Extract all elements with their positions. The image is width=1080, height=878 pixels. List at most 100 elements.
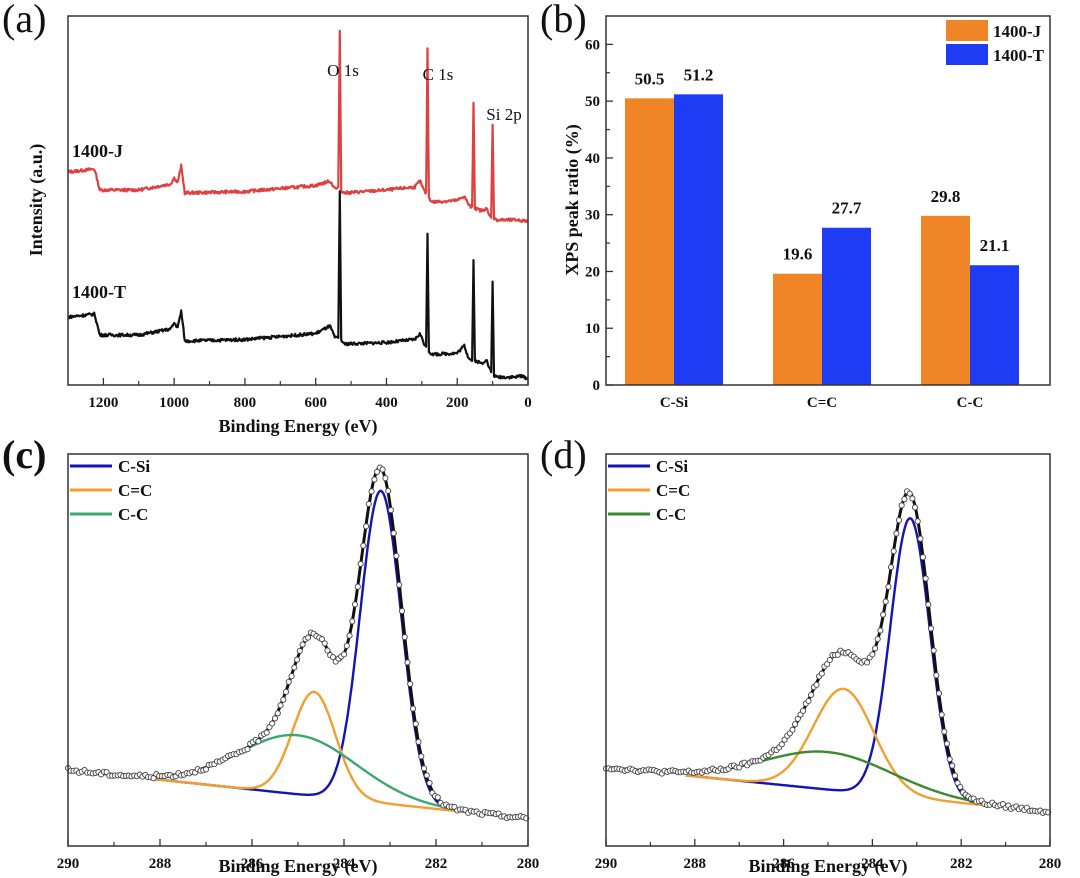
peak-label-o1s: O 1s <box>327 61 359 80</box>
x-tick-label: 280 <box>1039 856 1062 872</box>
x-category-label: C-Si <box>660 395 688 411</box>
x-tick-label: 286 <box>241 856 264 872</box>
panel-a-label: (a) <box>2 0 46 41</box>
x-ticks-c: 290 288 286 284 282 280 <box>57 839 540 872</box>
legend-label-c-c: C-C <box>118 505 148 524</box>
raw-data-point <box>280 696 287 703</box>
bar-1400-t-c-si <box>674 94 723 385</box>
x-tick-label: 282 <box>950 856 973 872</box>
raw-data-point <box>911 504 919 511</box>
x-category-label: C=C <box>807 395 837 411</box>
raw-data-point <box>277 702 284 709</box>
raw-data-point <box>404 659 411 666</box>
raw-data-point <box>285 678 292 685</box>
bar-value-label: 19.6 <box>783 245 813 264</box>
fit-curves-c <box>64 464 530 822</box>
raw-data-point <box>318 636 325 643</box>
raw-data-point <box>864 659 871 666</box>
raw-data-point <box>202 766 210 773</box>
raw-data-point <box>360 542 367 549</box>
legend-b: 1400-J 1400-T <box>946 20 1045 65</box>
raw-data-point <box>882 598 889 605</box>
raw-data-point <box>374 468 381 475</box>
y-ticks-b: 0 10 20 30 40 50 60 <box>585 37 613 394</box>
raw-data-point <box>244 746 251 753</box>
plot-frame-b <box>605 15 1051 386</box>
bar-value-label: 27.7 <box>832 199 862 218</box>
raw-data-point <box>898 502 905 509</box>
raw-data-point <box>346 632 353 639</box>
raw-data-point <box>957 783 964 791</box>
raw-data-point <box>800 707 807 714</box>
raw-data-point <box>874 635 881 643</box>
raw-data-point <box>885 583 892 590</box>
series-line-1400-j <box>67 29 529 224</box>
legend-d: C-Si C=C C-C <box>608 457 690 524</box>
bar-1400-j-c-si <box>625 98 674 386</box>
raw-data-point <box>296 647 303 654</box>
x-tick-label: 288 <box>149 856 172 872</box>
legend-c: C-Si C=C C-C <box>70 457 152 524</box>
y-tick-label: 10 <box>585 321 600 337</box>
raw-data-point <box>390 530 397 537</box>
bar-1400-j-c-c <box>921 215 970 385</box>
y-axis-title-b: XPS peak ratio (%) <box>562 124 583 276</box>
raw-data-point <box>792 721 799 728</box>
x-tick-label: 800 <box>234 395 257 411</box>
raw-data-point <box>909 495 916 502</box>
raw-data-point <box>893 530 900 537</box>
x-tick-label: 286 <box>772 856 795 872</box>
raw-data-point <box>872 645 879 652</box>
raw-data-point <box>407 680 414 688</box>
raw-data-point <box>294 656 301 663</box>
raw-data-point <box>943 740 951 747</box>
raw-data-point <box>423 772 430 779</box>
raw-data-point <box>379 466 386 473</box>
raw-data-point <box>349 618 356 625</box>
raw-data-point <box>401 634 408 641</box>
raw-data-point <box>813 681 820 688</box>
raw-data-point <box>426 779 433 787</box>
raw-data-point <box>305 634 312 641</box>
bar-1400-j-c-c <box>773 273 822 385</box>
x-tick-label: 0 <box>524 395 532 411</box>
raw-data-point <box>396 581 403 588</box>
raw-data-point <box>927 625 935 632</box>
raw-data-point <box>269 720 276 727</box>
y-tick-label: 0 <box>593 378 601 394</box>
raw-data-point <box>263 729 270 736</box>
raw-data-point <box>368 488 375 495</box>
raw-data-point <box>387 507 394 514</box>
bar-value-label: 21.1 <box>980 236 1010 255</box>
bar-value-label: 50.5 <box>635 69 665 88</box>
y-tick-label: 20 <box>585 264 600 280</box>
x-axis-title-c: Binding Energy (eV) <box>218 856 377 877</box>
raw-data-point <box>329 654 337 661</box>
y-tick-label: 60 <box>585 37 600 53</box>
raw-data-point <box>925 601 932 608</box>
legend-label-c-c: C=C <box>656 481 690 500</box>
bar-1400-t-c-c <box>822 227 871 385</box>
x-tick-label: 280 <box>517 856 540 872</box>
raw-data-point <box>324 647 331 654</box>
raw-data-point <box>914 518 921 525</box>
fit-curves-d <box>602 488 1052 816</box>
panel-d-label: (d) <box>540 432 587 477</box>
raw-data-point <box>917 535 924 542</box>
raw-data-point <box>434 794 441 801</box>
y-tick-label: 30 <box>585 208 600 224</box>
raw-data-point <box>951 772 959 779</box>
legend-label-c-c: C-C <box>656 505 686 524</box>
x-tick-label: 284 <box>333 856 356 872</box>
raw-data-point <box>933 672 940 679</box>
y-tick-label: 50 <box>585 94 600 110</box>
x-tick-label: 600 <box>304 395 327 411</box>
legend-label-c-si: C-Si <box>656 457 688 476</box>
raw-data-point <box>291 664 298 671</box>
panel-a-survey-spectrum: (a) 1200 1000 800 600 400 200 0 O 1s C 1s Si 2… <box>2 0 532 437</box>
series-line-1400-t <box>67 190 529 381</box>
x-tick-label: 288 <box>684 856 707 872</box>
y-tick-label: 40 <box>585 151 600 167</box>
peak-label-si2p: Si 2p <box>486 105 521 124</box>
